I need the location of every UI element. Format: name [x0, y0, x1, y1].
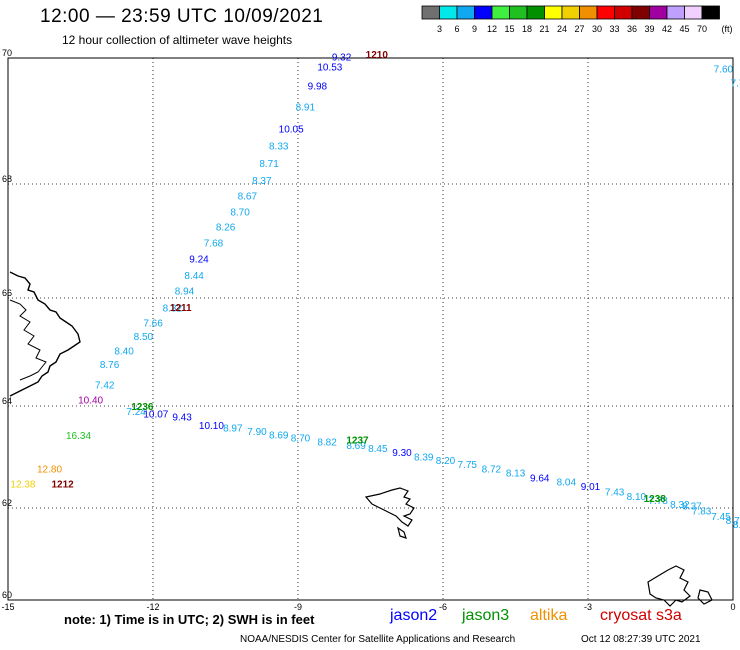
longitude-tick-label: -6 [439, 602, 447, 612]
latitude-tick-label: 64 [2, 396, 12, 406]
wave-height-label: 9.32 [332, 53, 352, 64]
wave-height-label: 7.83 [692, 506, 712, 517]
wave-height-label: 8.04 [557, 478, 577, 489]
wave-height-label: 10.07 [143, 410, 168, 421]
wave-height-label: 7.75 [458, 460, 478, 471]
footnote: note: 1) Time is in UTC; 2) SWH is in fe… [64, 612, 315, 627]
wave-height-label: 8.10 [627, 492, 647, 503]
wave-height-label: 8.69 [269, 431, 289, 442]
wave-height-label: 8. [733, 520, 740, 531]
latitude-tick-label: 60 [2, 590, 12, 600]
satellite-altika: altika [530, 607, 568, 624]
wave-height-label: 7.45 [711, 512, 731, 523]
page-subtitle: 12 hour collection of altimeter wave hei… [62, 33, 293, 47]
wave-height-label: 7.66 [143, 319, 163, 330]
shetland-coastline [647, 565, 713, 607]
iceland-fjords [9, 299, 47, 381]
wave-height-label: 8.32 [670, 500, 690, 511]
wave-height-label: 8.91 [296, 102, 316, 113]
wave-height-label: 8.70 [230, 207, 250, 218]
map-frame [7, 57, 734, 601]
wave-height-label: 8.70 [291, 434, 311, 445]
longitude-tick-label: -9 [294, 602, 302, 612]
pass-time-label: 1237 [346, 436, 369, 447]
wave-height-label: 7.78 [648, 496, 668, 507]
wave-height-label: 9.98 [308, 82, 328, 93]
wave-height-label: 9.30 [392, 448, 412, 459]
wave-height-label: 8.45 [368, 444, 388, 455]
wave-height-label: 8.70 [726, 516, 740, 527]
wave-height-label: 8.72 [482, 464, 502, 475]
wave-height-label: 7.68 [204, 239, 224, 250]
wave-height-label: 9.64 [530, 473, 550, 484]
wave-height-label: 9.01 [581, 482, 601, 493]
wave-height-label: 8.40 [114, 347, 134, 358]
wave-height-label: 8.71 [259, 159, 279, 170]
generation-timestamp: Oct 12 08:27:39 UTC 2021 [581, 634, 701, 645]
pass-time-label: 1211 [170, 303, 192, 314]
wave-height-label: 8.94 [175, 287, 195, 298]
iceland-coastline [9, 271, 81, 397]
map-grid: -15 -12 -9 -6 -3 0 60 62 64 66 68 70 [1, 48, 735, 612]
wave-height-label: 10.53 [317, 63, 342, 74]
longitude-tick-label: 0 [730, 602, 735, 612]
satellite-cryosat-s3a: cryosat s3a [600, 607, 682, 624]
wave-height-label: 8.37 [682, 501, 702, 512]
latitude-tick-label: 70 [2, 48, 12, 58]
pass-time-label: 1212 [52, 480, 75, 491]
wave-height-label: 16.34 [66, 431, 91, 442]
wave-height-label: 8.97 [223, 424, 243, 435]
pass-time-label: 1236 [131, 402, 154, 413]
wave-height-label: 8.33 [269, 141, 289, 152]
pass-time-label: 1210 [366, 50, 389, 61]
wave-height-label: 8.69 [346, 441, 366, 452]
wave-height-label: 8.20 [436, 456, 456, 467]
wave-height-label: 8.67 [238, 191, 258, 202]
wave-height-label: 8.50 [134, 332, 154, 343]
wave-height-label: 7.60 [714, 64, 734, 75]
wave-height-label: 7.42 [95, 381, 115, 392]
satellite-jason3: jason3 [462, 607, 510, 624]
wave-height-label: 8.82 [317, 437, 337, 448]
latitude-tick-label: 66 [2, 288, 12, 298]
wave-height-label: 10.40 [78, 395, 103, 406]
wave-height-label: 12.80 [37, 464, 62, 475]
wave-height-label: 8.26 [216, 223, 236, 234]
wave-height-label: 7.24 [126, 407, 146, 418]
wave-height-label: 7.7 [731, 78, 740, 89]
satellite-jason2: jason2 [390, 607, 438, 624]
coastline [9, 271, 713, 607]
wave-height-label: 12.38 [10, 480, 35, 491]
wave-height-label: 8.32 [163, 304, 183, 315]
latitude-tick-label: 62 [2, 498, 12, 508]
wave-height-label: 8.76 [100, 360, 120, 371]
longitude-tick-label: -15 [1, 602, 14, 612]
wave-height-label: 10.10 [199, 421, 224, 432]
latitude-tick-label: 68 [2, 174, 12, 184]
page-title: 12:00 — 23:59 UTC 10/09/2021 [40, 6, 324, 27]
wave-height-label: 8.39 [414, 453, 434, 464]
wave-height-label: 10.05 [279, 124, 304, 135]
wave-height-label: 8.44 [184, 271, 204, 282]
longitude-tick-label: -12 [146, 602, 159, 612]
wave-height-label: 9.43 [172, 412, 192, 423]
wave-height-label: 9.24 [189, 255, 209, 266]
longitude-tick-label: -3 [584, 602, 592, 612]
wave-height-label: 8.13 [506, 468, 526, 479]
wave-height-label: 7.90 [247, 427, 267, 438]
faroe-islands-coastline [364, 487, 415, 539]
wave-height-label: 8.37 [252, 176, 272, 187]
wave-height-label: 7.43 [605, 487, 625, 498]
pass-time-label: 1238 [644, 494, 667, 505]
credit-line: NOAA/NESDIS Center for Satellite Applica… [240, 634, 516, 645]
